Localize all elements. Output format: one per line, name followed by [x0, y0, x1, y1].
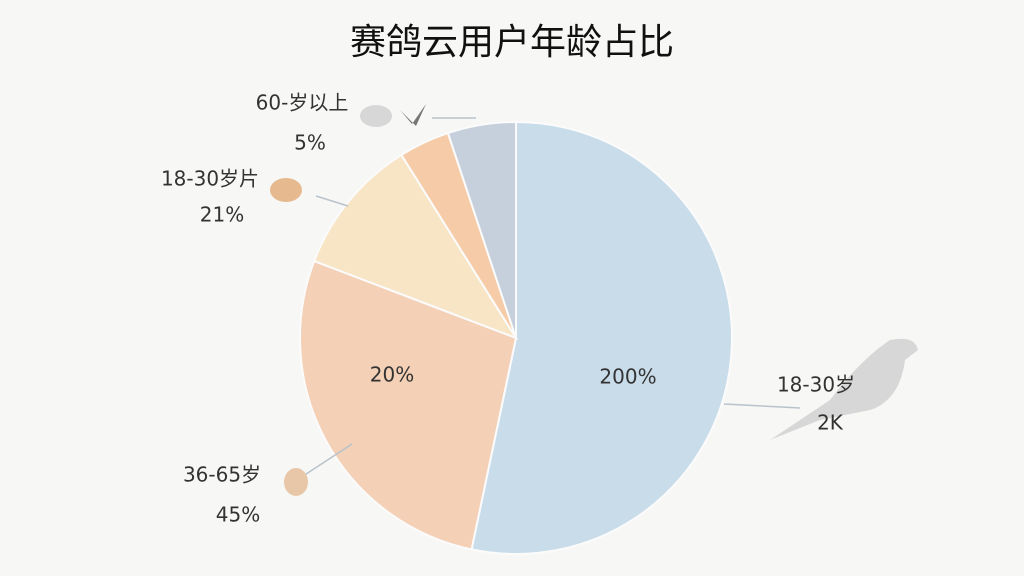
annotation: 2K [817, 411, 844, 435]
annotation: 21% [200, 203, 244, 227]
bird-icon [270, 178, 302, 202]
pie-slice [470, 120, 733, 555]
bird-icon [400, 104, 426, 126]
annotation: 45% [216, 503, 260, 527]
bird-icon [360, 105, 392, 127]
bird-icon [284, 468, 308, 496]
pie-slice [446, 120, 517, 339]
bird-icon [770, 338, 918, 440]
annotation: 36-65岁 [183, 463, 261, 487]
annotation: 18-30岁 [777, 373, 855, 397]
leader-line [723, 403, 801, 409]
annotation: 60-岁以上 [256, 91, 349, 115]
leader-line [299, 443, 353, 479]
annotation: 20% [370, 363, 414, 387]
annotation: 18-30岁片 [161, 167, 259, 191]
leader-line [315, 195, 349, 207]
pie-slice [312, 153, 519, 340]
pie-slice [299, 259, 518, 551]
decorations [270, 104, 918, 496]
annotation: 200% [599, 365, 656, 389]
annotation: 5% [294, 131, 326, 155]
chart-title: 赛鸽云用户年龄占比 [350, 22, 674, 63]
